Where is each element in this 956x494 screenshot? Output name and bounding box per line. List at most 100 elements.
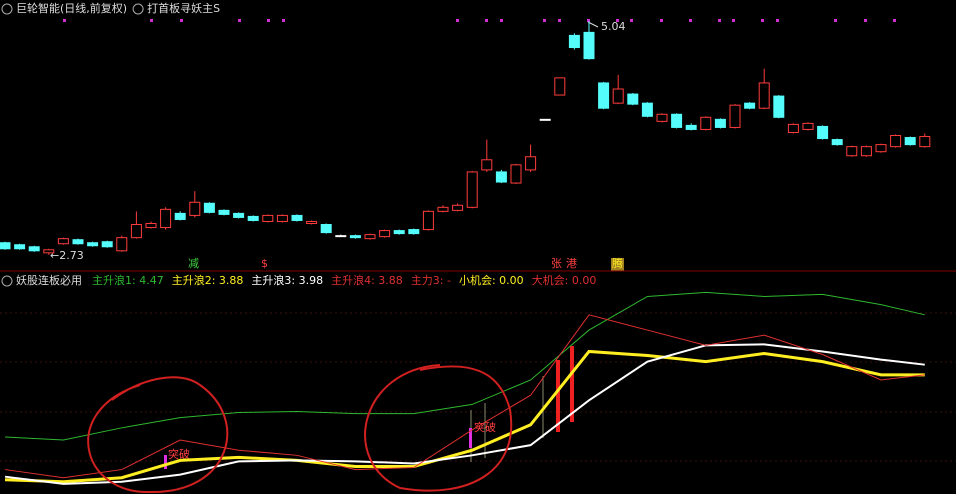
legend-item: 主力3: - (411, 274, 451, 287)
plots (0, 21, 931, 485)
signal-bars (164, 346, 574, 469)
candle-body (160, 208, 172, 229)
candle-body (495, 171, 507, 183)
legend-item: 小机会: 0.00 (459, 273, 524, 287)
icon (1, 275, 13, 287)
candle-body (437, 206, 449, 212)
indicator-title: 打首板寻妖主S (147, 1, 220, 15)
candle-body (729, 104, 741, 128)
candle-body (773, 95, 785, 118)
marker: 港 (566, 257, 577, 270)
breakout-label: 突破 (474, 420, 496, 434)
candle-body (568, 34, 580, 49)
icon (132, 3, 144, 15)
candle-body (87, 242, 99, 247)
candle-body (919, 136, 931, 148)
candle-body (174, 212, 186, 220)
candle-body (145, 223, 157, 229)
legend-item: 主升浪3: 3.98 (251, 273, 323, 287)
candle-body (0, 242, 11, 250)
candle-body (233, 212, 245, 218)
candle-body (335, 235, 347, 238)
candle-body (612, 88, 624, 104)
candle-body (714, 118, 726, 128)
legend-item: 主升浪1: 4.47 (92, 273, 164, 287)
hand-drawn-circles (87, 364, 513, 494)
marker: 张 (551, 257, 562, 270)
legend: 主升浪1: 4.47 主升浪2: 3.88 主升浪3: 3.98 主升浪4: 3.88… (92, 273, 596, 287)
indicator-line (4, 314, 925, 479)
candle-body (627, 93, 639, 105)
candle-body (14, 244, 26, 250)
candle-body (481, 159, 493, 171)
candle-body (408, 229, 420, 235)
candle-body (671, 113, 683, 128)
icon (1, 3, 13, 15)
candle-body (817, 125, 829, 140)
candle-body (203, 202, 215, 213)
candle-body (393, 230, 405, 235)
candle-body (539, 118, 551, 121)
candle-body (700, 116, 712, 130)
candle-body (641, 102, 653, 117)
candle-body (583, 31, 595, 60)
candle-body (831, 139, 843, 146)
candle-body (291, 214, 303, 221)
candle-body (787, 123, 799, 133)
candle-body (349, 235, 361, 239)
marker: 腾 (612, 256, 623, 270)
candle-body (452, 204, 464, 211)
candle-body (262, 214, 274, 222)
candle-body (846, 146, 858, 157)
marker: 减 (188, 257, 199, 270)
candle-body (758, 82, 770, 109)
candle-body (656, 113, 668, 122)
candle-body (802, 122, 814, 130)
candle-body (189, 201, 201, 216)
high-pointer (587, 21, 599, 28)
indicator-line (4, 291, 925, 441)
candle-body (890, 135, 902, 148)
marker: $ (261, 257, 268, 270)
chart-title: 巨轮智能(日线,前复权) (16, 1, 127, 15)
candle-body (685, 124, 697, 130)
candle-body (101, 241, 113, 248)
indicator-line (4, 343, 925, 485)
candle-body (306, 220, 318, 225)
breakout-label: 突破 (168, 447, 190, 461)
legend-item: 主升浪4: 3.88 (331, 273, 403, 287)
candle-body (875, 144, 887, 153)
candle-body (466, 171, 478, 208)
candle-body (276, 214, 288, 222)
candle-body (744, 102, 756, 109)
marker-box (611, 258, 624, 271)
candle-body (510, 164, 522, 184)
panel-grid (0, 312, 956, 462)
candle-body (320, 224, 332, 234)
indicator-title: 妖股连板必用 (16, 273, 82, 287)
candle-body (57, 238, 69, 245)
candle-body (130, 224, 142, 239)
legend-item: 大机会: 0.00 (532, 273, 597, 287)
low-label: ←2.73 (50, 249, 84, 262)
candle-body (116, 237, 128, 252)
candle-body (904, 137, 916, 146)
signal-dots (63, 19, 896, 22)
candle-body (364, 234, 376, 240)
high-label: 5.04 (601, 20, 626, 33)
candle-body (525, 156, 537, 171)
candle-body (598, 82, 610, 109)
candle-body (28, 246, 40, 252)
candle-body (379, 230, 391, 238)
candle-body (247, 215, 259, 221)
candle-body (554, 77, 566, 96)
candle-body (43, 249, 55, 254)
indicator-line (4, 349, 925, 484)
candle-body (422, 210, 434, 231)
candle-body (72, 239, 84, 245)
legend-item: 主升浪2: 3.88 (172, 273, 244, 287)
candle-body (218, 209, 230, 215)
candle-body (860, 146, 872, 157)
